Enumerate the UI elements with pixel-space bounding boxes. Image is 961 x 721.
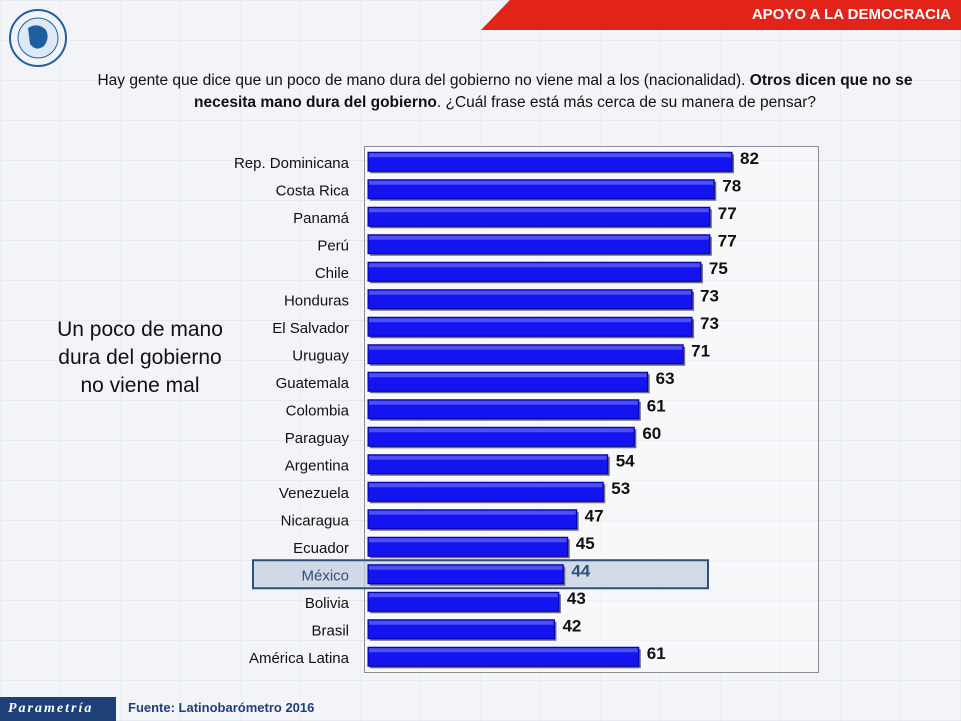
bar-costa-rica bbox=[367, 179, 715, 200]
bar-shine-nicaragua bbox=[369, 510, 576, 515]
value-label-el-salvador: 73 bbox=[700, 314, 719, 333]
value-label-bolivia: 43 bbox=[567, 589, 586, 608]
bar-shine-bolivia bbox=[369, 593, 558, 598]
bar-el-salvador bbox=[367, 316, 693, 337]
value-label-honduras: 73 bbox=[700, 286, 719, 305]
bar-shine-panama bbox=[369, 208, 709, 213]
source-note: Fuente: Latinobarómetro 2016 bbox=[128, 700, 315, 715]
bar-shine-honduras bbox=[369, 290, 692, 295]
category-label-guatemala: Guatemala bbox=[276, 375, 350, 392]
bar-shine-uruguay bbox=[369, 345, 683, 350]
category-label-costa-rica: Costa Rica bbox=[276, 182, 350, 199]
bar-shine-america-latina bbox=[369, 648, 638, 653]
bar-mexico bbox=[367, 564, 564, 585]
bar-america-latina bbox=[367, 646, 640, 667]
category-label-paraguay: Paraguay bbox=[285, 430, 350, 447]
bar-shine-brasil bbox=[369, 620, 554, 625]
bar-honduras bbox=[367, 289, 693, 310]
category-label-nicaragua: Nicaragua bbox=[281, 512, 350, 529]
question-part2: Otros dicen que no se necesita mano dura… bbox=[194, 72, 913, 111]
value-label-colombia: 61 bbox=[647, 396, 666, 415]
bar-shine-paraguay bbox=[369, 428, 634, 433]
bar-shine-guatemala bbox=[369, 373, 647, 378]
category-label-el-salvador: El Salvador bbox=[272, 320, 349, 337]
header-banner bbox=[481, 0, 961, 30]
value-label-panama: 77 bbox=[718, 204, 737, 223]
parametria-logo: Parametría bbox=[0, 697, 116, 721]
value-label-nicaragua: 47 bbox=[585, 506, 604, 525]
bar-shine-chile bbox=[369, 263, 700, 268]
category-label-mexico: México bbox=[301, 567, 349, 584]
category-label-america-latina: América Latina bbox=[249, 650, 350, 667]
category-label-rep-dominicana: Rep. Dominicana bbox=[234, 155, 350, 172]
bar-guatemala bbox=[367, 371, 649, 392]
bar-paraguay bbox=[367, 426, 635, 447]
value-label-peru: 77 bbox=[718, 231, 737, 250]
bar-shine-peru bbox=[369, 235, 709, 240]
category-label-argentina: Argentina bbox=[285, 457, 350, 474]
value-label-america-latina: 61 bbox=[647, 644, 666, 663]
parametria-logo-text: Parametría bbox=[8, 701, 94, 716]
bar-shine-colombia bbox=[369, 400, 638, 405]
value-label-ecuador: 45 bbox=[576, 534, 595, 553]
survey-question: Hay gente que dice que un poco de mano d… bbox=[90, 70, 920, 114]
bar-ecuador bbox=[367, 536, 569, 557]
response-label: Un poco de mano dura del gobierno no vie… bbox=[57, 318, 223, 397]
value-label-guatemala: 63 bbox=[656, 369, 675, 388]
bar-shine-venezuela bbox=[369, 483, 603, 488]
value-label-uruguay: 71 bbox=[691, 341, 710, 360]
bar-chile bbox=[367, 261, 702, 282]
category-label-chile: Chile bbox=[315, 265, 349, 282]
bar-uruguay bbox=[367, 344, 684, 365]
bar-shine-argentina bbox=[369, 455, 607, 460]
category-label-colombia: Colombia bbox=[286, 402, 350, 419]
bar-panama bbox=[367, 206, 711, 227]
category-label-uruguay: Uruguay bbox=[292, 347, 349, 364]
category-label-honduras: Honduras bbox=[284, 292, 349, 309]
question-part1: Hay gente que dice que un poco de mano d… bbox=[97, 72, 750, 89]
question-part3: . ¿Cuál frase está más cerca de su maner… bbox=[436, 94, 816, 111]
value-label-rep-dominicana: 82 bbox=[740, 149, 759, 168]
category-label-brasil: Brasil bbox=[311, 622, 349, 639]
bar-shine-rep-dominicana bbox=[369, 153, 731, 158]
category-label-peru: Perú bbox=[317, 237, 349, 254]
bar-shine-el-salvador bbox=[369, 318, 692, 323]
category-label-bolivia: Bolivia bbox=[305, 595, 350, 612]
page-title: APOYO A LA DEMOCRACIA bbox=[751, 6, 951, 23]
bar-rep-dominicana bbox=[367, 151, 733, 172]
bar-brasil bbox=[367, 619, 555, 640]
category-label-ecuador: Ecuador bbox=[293, 540, 349, 557]
bar-colombia bbox=[367, 399, 640, 420]
value-label-brasil: 42 bbox=[562, 616, 581, 635]
bar-bolivia bbox=[367, 591, 560, 612]
value-label-mexico: 44 bbox=[571, 561, 590, 580]
value-label-chile: 75 bbox=[709, 259, 728, 278]
bar-peru bbox=[367, 234, 711, 255]
value-label-costa-rica: 78 bbox=[722, 176, 741, 195]
category-label-panama: Panamá bbox=[293, 210, 350, 227]
value-label-argentina: 54 bbox=[616, 451, 635, 470]
bar-venezuela bbox=[367, 481, 604, 502]
value-label-paraguay: 60 bbox=[642, 424, 661, 443]
value-label-venezuela: 53 bbox=[611, 479, 630, 498]
bar-nicaragua bbox=[367, 509, 578, 530]
bar-shine-ecuador bbox=[369, 538, 567, 543]
bar-shine-costa-rica bbox=[369, 180, 714, 185]
latinobarometro-logo bbox=[9, 9, 67, 67]
bar-argentina bbox=[367, 454, 609, 475]
category-label-venezuela: Venezuela bbox=[279, 485, 350, 502]
bar-shine-mexico bbox=[369, 565, 563, 570]
